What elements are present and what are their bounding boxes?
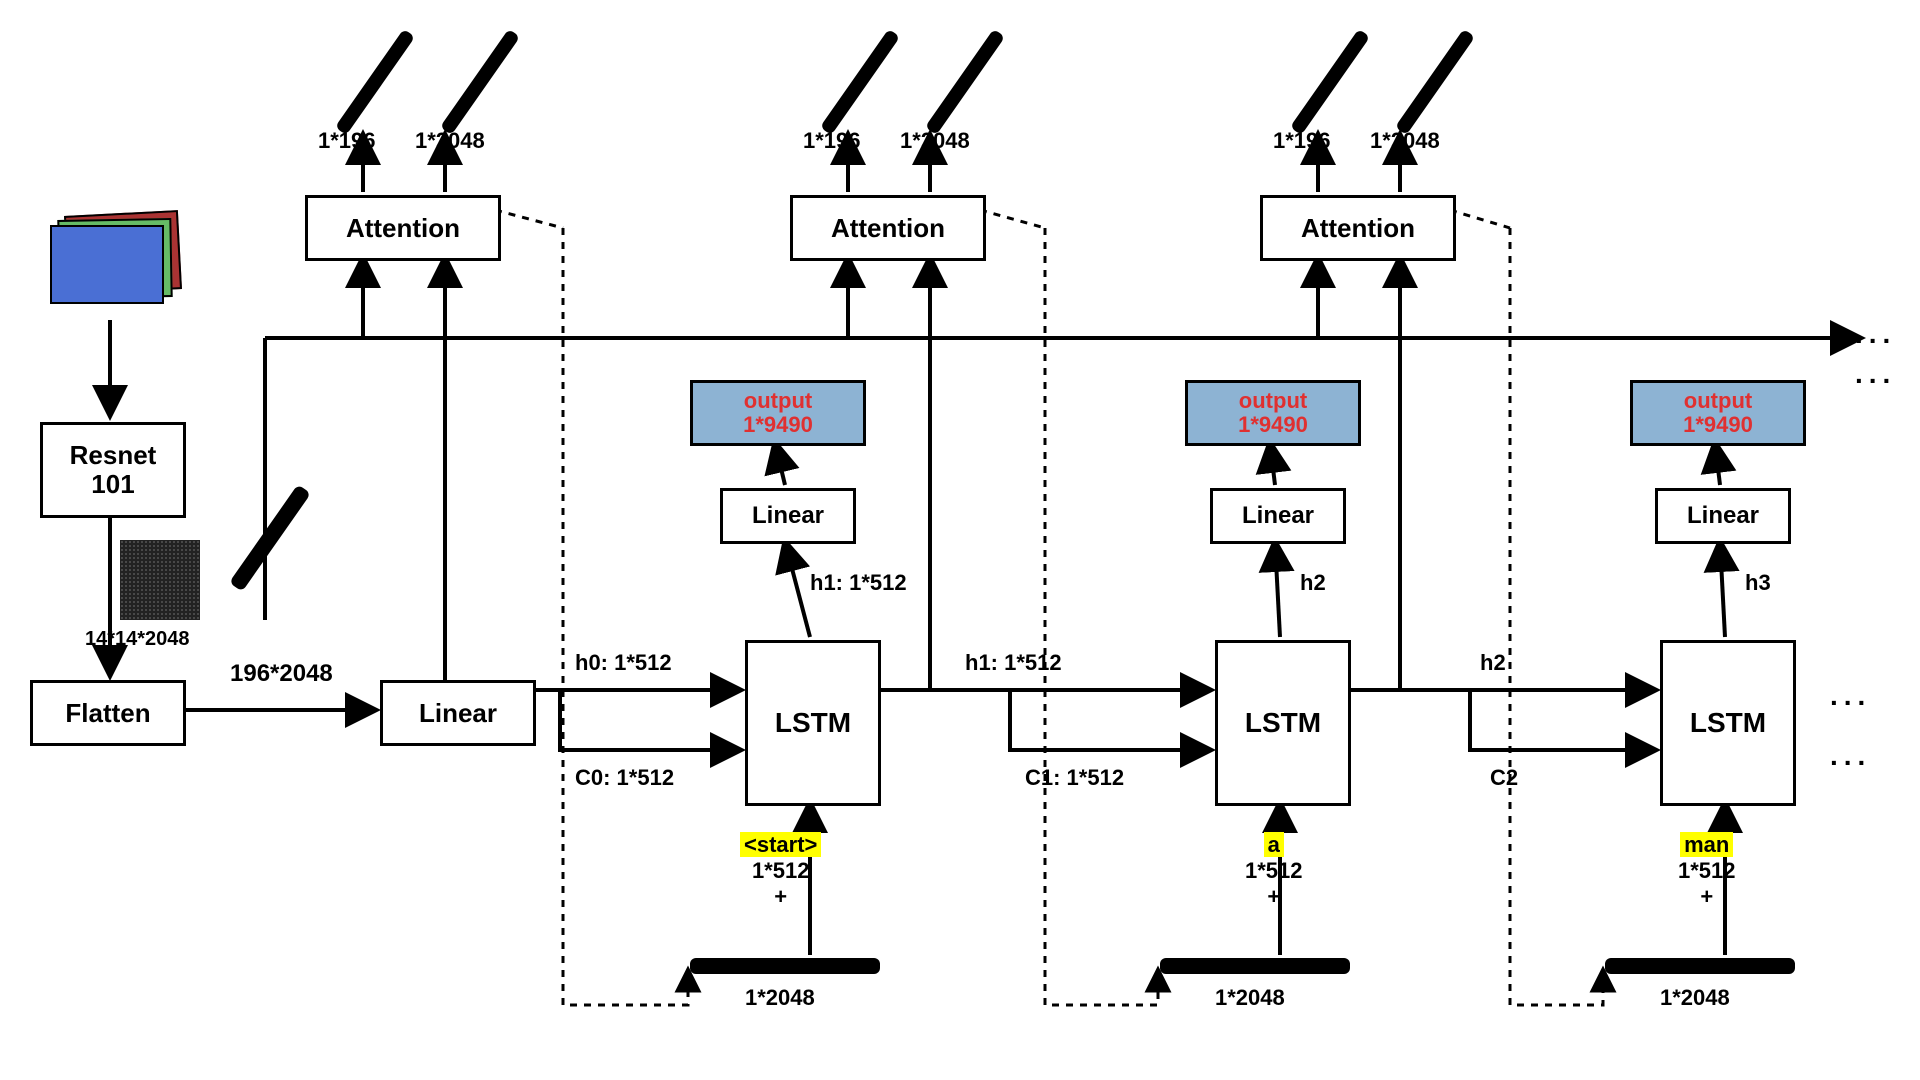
token2-plus: + (1267, 884, 1280, 909)
context1-bar (690, 958, 880, 974)
lstm3-box: LSTM (1660, 640, 1796, 806)
c1-label: C1: 1*512 (1025, 765, 1124, 791)
output1-box: output1*9490 (690, 380, 866, 446)
dim-196-1: 1*196 (318, 128, 376, 154)
h0-label: h0: 1*512 (575, 650, 672, 676)
lstm-continue-dots2: ... (1830, 740, 1871, 772)
token3-word: man (1680, 832, 1733, 857)
token2-emb: 1*512 (1245, 858, 1303, 883)
linear0-label: Linear (419, 698, 497, 729)
token1-block: <start> 1*512 + (740, 832, 821, 910)
output1-label: output1*9490 (743, 389, 813, 437)
attention2-box: Attention (790, 195, 986, 261)
linear1-box: Linear (720, 488, 856, 544)
linear2-label: Linear (1242, 502, 1314, 530)
flatten-box: Flatten (30, 680, 186, 746)
ctx2-dim: 1*2048 (1215, 985, 1285, 1011)
linear0-box: Linear (380, 680, 536, 746)
h2-mid-label: h2 (1480, 650, 1506, 676)
h3-top-label: h3 (1745, 570, 1771, 596)
context2-bar (1160, 958, 1350, 974)
feature-map-patch (120, 540, 200, 620)
dim-2048-2: 1*2048 (900, 128, 970, 154)
token1-emb: 1*512 (752, 858, 810, 883)
attention3-label: Attention (1301, 213, 1415, 244)
output3-label: output1*9490 (1683, 389, 1753, 437)
attention1-box: Attention (305, 195, 501, 261)
bus-continue-dots2: ... (1855, 358, 1896, 390)
context3-bar (1605, 958, 1795, 974)
linear2-box: Linear (1210, 488, 1346, 544)
token2-block: a 1*512 + (1245, 832, 1303, 910)
linear3-label: Linear (1687, 502, 1759, 530)
flatten-out-dim: 196*2048 (230, 660, 333, 688)
feat-map-dim: 14*14*2048 (85, 628, 190, 651)
ctx1-dim: 1*2048 (745, 985, 815, 1011)
connections-layer (0, 0, 1920, 1080)
lstm3-label: LSTM (1690, 707, 1766, 739)
dim-196-2: 1*196 (803, 128, 861, 154)
lstm2-label: LSTM (1245, 707, 1321, 739)
dim-196-3: 1*196 (1273, 128, 1331, 154)
dim-2048-3: 1*2048 (1370, 128, 1440, 154)
h2-top-label: h2 (1300, 570, 1326, 596)
c0-label: C0: 1*512 (575, 765, 674, 791)
lstm1-label: LSTM (775, 707, 851, 739)
h1-top-label: h1: 1*512 (810, 570, 907, 596)
lstm2-box: LSTM (1215, 640, 1351, 806)
token2-word: a (1264, 832, 1284, 857)
dim-2048-1: 1*2048 (415, 128, 485, 154)
token1-plus: + (774, 884, 787, 909)
token3-emb: 1*512 (1678, 858, 1736, 883)
resnet-label: Resnet101 (70, 441, 157, 498)
linear3-box: Linear (1655, 488, 1791, 544)
c2-label: C2 (1490, 765, 1518, 791)
token3-block: man 1*512 + (1678, 832, 1736, 910)
token3-plus: + (1700, 884, 1713, 909)
flatten-label: Flatten (65, 698, 150, 729)
token1-word: <start> (740, 832, 821, 857)
output3-box: output1*9490 (1630, 380, 1806, 446)
lstm1-box: LSTM (745, 640, 881, 806)
output2-label: output1*9490 (1238, 389, 1308, 437)
attention1-label: Attention (346, 213, 460, 244)
resnet-box: Resnet101 (40, 422, 186, 518)
lstm-continue-dots: ... (1830, 680, 1871, 712)
bus-continue-dots: ... (1855, 318, 1896, 350)
output2-box: output1*9490 (1185, 380, 1361, 446)
attention3-box: Attention (1260, 195, 1456, 261)
h1-mid-label: h1: 1*512 (965, 650, 1062, 676)
linear1-label: Linear (752, 502, 824, 530)
ctx3-dim: 1*2048 (1660, 985, 1730, 1011)
attention2-label: Attention (831, 213, 945, 244)
